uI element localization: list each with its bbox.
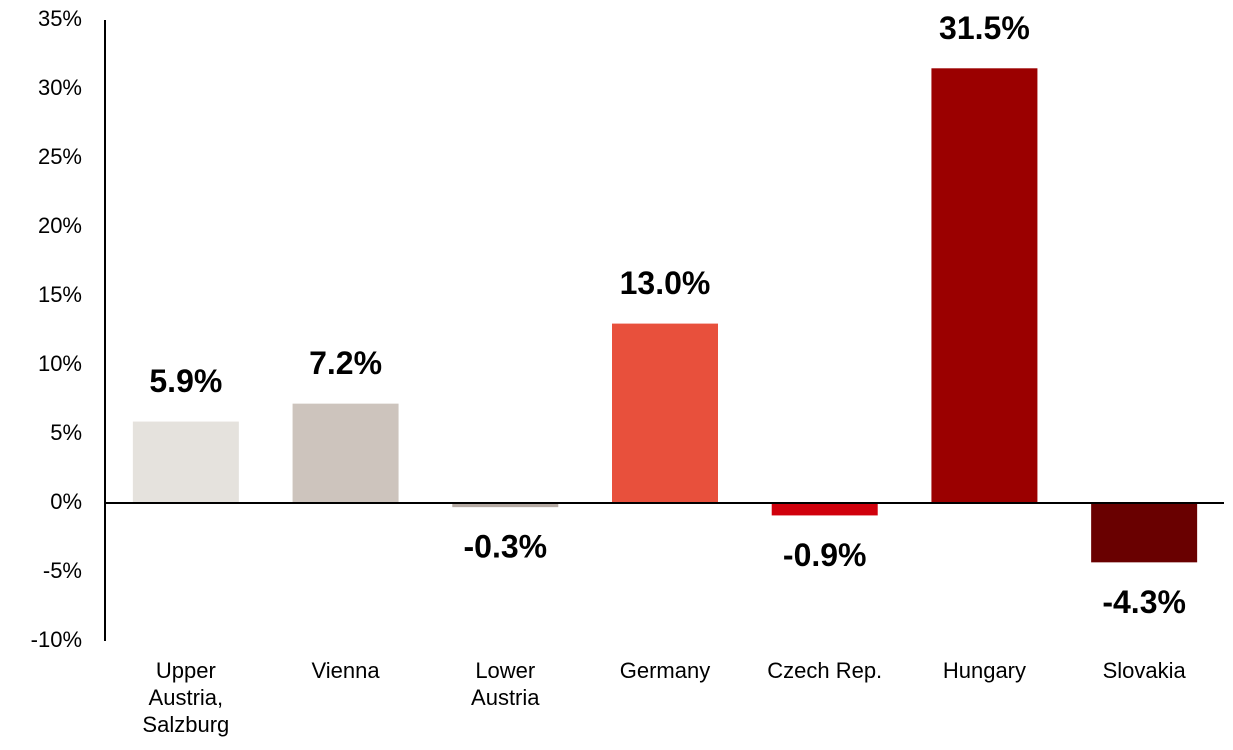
- value-label: 31.5%: [939, 10, 1030, 46]
- x-tick-label: Germany: [619, 658, 711, 683]
- x-tick-label: Upper Austria, Salzburg: [142, 658, 230, 737]
- bar: [132, 421, 239, 503]
- value-label: 5.9%: [149, 363, 222, 399]
- x-tick-label: Hungary: [942, 658, 1026, 683]
- value-label: -0.3%: [463, 529, 547, 565]
- x-tick-label: Slovakia: [1102, 658, 1186, 683]
- x-tick-label: Vienna: [311, 658, 380, 683]
- bar: [771, 503, 878, 516]
- y-tick-label: 25%: [38, 144, 82, 169]
- y-tick-label: 30%: [38, 75, 82, 100]
- bar: [1091, 503, 1198, 563]
- value-label: -0.9%: [783, 537, 867, 573]
- bar: [612, 323, 718, 503]
- y-tick-label: 0%: [50, 489, 82, 514]
- x-tick-label: Lower Austria: [471, 658, 540, 710]
- y-tick-label: 35%: [38, 6, 82, 31]
- y-tick-label: -10%: [31, 627, 82, 652]
- value-label: 13.0%: [620, 265, 711, 301]
- y-tick-label: 10%: [38, 351, 82, 376]
- value-label: -4.3%: [1102, 584, 1186, 620]
- bar: [931, 68, 1038, 504]
- y-tick-label: -5%: [43, 558, 82, 583]
- bar: [292, 403, 399, 503]
- x-tick-label: Czech Rep.: [767, 658, 883, 683]
- y-tick-label: 15%: [38, 282, 82, 307]
- value-label: 7.2%: [309, 345, 382, 381]
- y-tick-label: 5%: [50, 420, 82, 445]
- y-tick-label: 20%: [38, 213, 82, 238]
- bar: [452, 503, 559, 508]
